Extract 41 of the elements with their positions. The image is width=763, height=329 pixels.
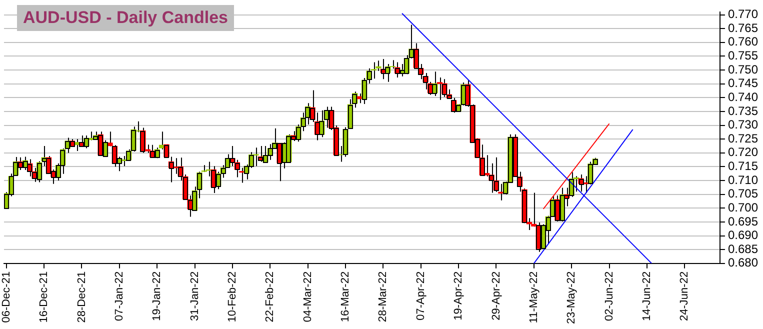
y-tick-label: 0.680: [728, 256, 758, 270]
x-tick-label: 19-Apr-22: [452, 271, 465, 320]
x-tick-label: 19-Jan-22: [151, 271, 164, 321]
x-tick-label: 29-Apr-22: [490, 271, 502, 320]
y-tick-label: 0.765: [728, 20, 758, 35]
y-tick-label: 0.730: [728, 118, 758, 132]
y-tick-label: 0.740: [728, 90, 758, 104]
x-tick-label: 16-Dec-21: [38, 271, 50, 323]
y-tick-label: 0.715: [728, 159, 758, 174]
y-tick-label: 0.725: [728, 131, 758, 146]
x-tick-label: 02-Jun-22: [603, 271, 616, 321]
y-tick-label: 0.690: [728, 228, 758, 242]
candlestick: [559, 187, 566, 222]
x-tick-label: 31-Jan-22: [188, 271, 201, 321]
y-tick-label: 0.745: [728, 76, 758, 90]
y-tick-label: 0.700: [728, 200, 758, 214]
x-tick-label: 24-Jun-22: [678, 271, 691, 321]
x-tick-label: 07-Jan-22: [113, 271, 126, 321]
x-tick-label: 04-Mar-22: [302, 271, 314, 322]
y-tick-label: 0.695: [728, 214, 758, 228]
y-tick-label: 0.705: [728, 186, 758, 201]
x-tick-label: 14-Jun-22: [640, 271, 653, 321]
x-tick-label: 06-Dec-21: [0, 271, 12, 323]
chart-title: AUD-USD - Daily Candles: [17, 5, 234, 31]
y-tick-label: 0.760: [728, 34, 758, 49]
x-tick-label: 28-Mar-22: [377, 271, 390, 322]
x-tick-label: 28-Dec-21: [76, 271, 88, 323]
x-tick-label: 22-Feb-22: [264, 271, 276, 322]
candlestick: [319, 110, 325, 138]
x-tick-label: 10-Feb-22: [226, 271, 238, 322]
y-tick-label: 0.720: [728, 145, 758, 160]
y-tick-label: 0.685: [728, 242, 758, 256]
y-tick-label: 0.770: [728, 7, 758, 22]
x-tick-label: 11-May-22: [528, 271, 540, 324]
y-tick-label: 0.735: [728, 104, 758, 118]
y-tick-label: 0.755: [728, 48, 758, 63]
x-tick-label: 07-Apr-22: [414, 271, 427, 320]
y-tick-label: 0.710: [728, 172, 758, 187]
x-tick-label: 23-May-22: [566, 271, 578, 324]
y-tick-label: 0.750: [728, 62, 758, 76]
x-tick-label: 16-Mar-22: [340, 271, 352, 322]
